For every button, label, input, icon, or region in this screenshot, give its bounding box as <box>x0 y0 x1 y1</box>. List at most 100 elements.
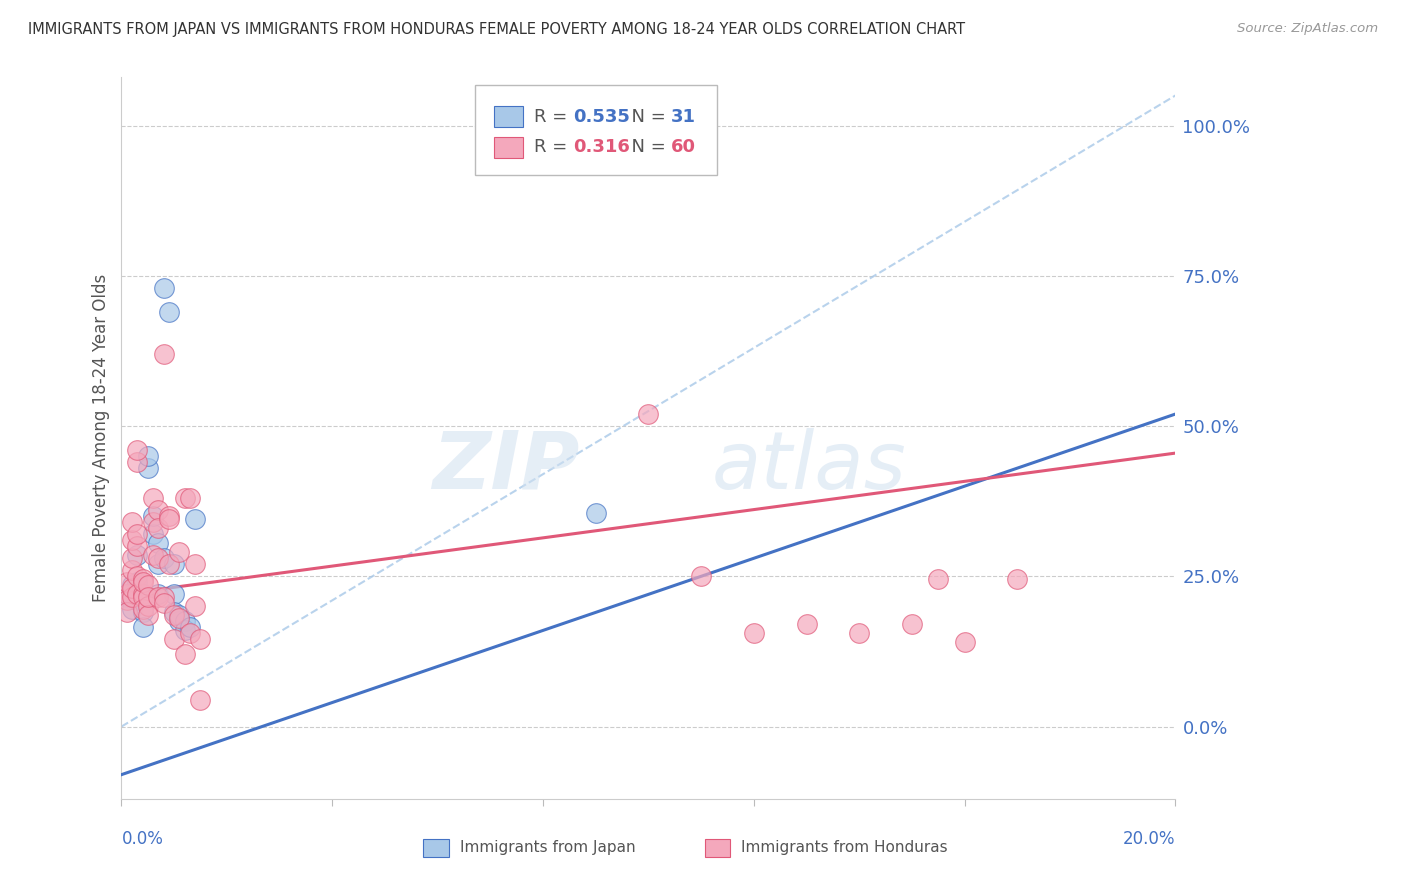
Point <box>796 617 818 632</box>
Point <box>169 615 191 629</box>
Y-axis label: Female Poverty Among 18-24 Year Olds: Female Poverty Among 18-24 Year Olds <box>93 274 110 602</box>
Point <box>585 506 607 520</box>
Point <box>157 558 180 572</box>
Point <box>115 593 138 607</box>
Point <box>136 599 159 614</box>
Point <box>121 591 143 605</box>
Point <box>184 558 207 572</box>
Point <box>152 551 174 566</box>
Point <box>131 591 153 605</box>
Point <box>115 587 138 601</box>
Point <box>184 512 207 526</box>
Point <box>121 602 143 616</box>
Point <box>742 626 765 640</box>
Point <box>115 575 138 590</box>
Point <box>127 527 149 541</box>
Point <box>848 626 870 640</box>
Text: R =: R = <box>533 108 572 126</box>
Point <box>136 578 159 592</box>
Point <box>131 587 153 601</box>
Point <box>142 491 165 505</box>
Text: IMMIGRANTS FROM JAPAN VS IMMIGRANTS FROM HONDURAS FEMALE POVERTY AMONG 18-24 YEA: IMMIGRANTS FROM JAPAN VS IMMIGRANTS FROM… <box>28 22 966 37</box>
Text: Immigrants from Honduras: Immigrants from Honduras <box>741 840 948 855</box>
Point <box>115 591 138 605</box>
Point <box>131 587 153 601</box>
Point <box>927 572 949 586</box>
Point <box>131 620 153 634</box>
Point <box>148 558 170 572</box>
Point <box>127 455 149 469</box>
Point <box>121 582 143 596</box>
Point <box>163 606 186 620</box>
Point <box>115 587 138 601</box>
Point <box>127 587 149 601</box>
Bar <box>494 136 523 158</box>
Point <box>121 587 143 601</box>
Point <box>152 281 174 295</box>
Text: N =: N = <box>620 138 672 156</box>
Point <box>173 648 195 662</box>
Point <box>637 407 659 421</box>
Point <box>1007 572 1029 586</box>
Point <box>127 539 149 553</box>
Point <box>148 551 170 566</box>
Point <box>190 632 212 647</box>
Point <box>131 572 153 586</box>
Point <box>136 449 159 463</box>
Point <box>179 620 201 634</box>
Point <box>169 545 191 559</box>
Point <box>148 521 170 535</box>
Point <box>131 602 153 616</box>
Point <box>136 608 159 623</box>
Point <box>148 587 170 601</box>
Text: ZIP: ZIP <box>433 428 579 506</box>
Point <box>148 503 170 517</box>
Point <box>690 569 713 583</box>
Point <box>179 626 201 640</box>
Text: 0.316: 0.316 <box>574 138 630 156</box>
Point <box>121 578 143 592</box>
Point <box>136 591 159 605</box>
Point <box>169 611 191 625</box>
Text: 31: 31 <box>671 108 696 126</box>
Point <box>127 575 149 590</box>
Point <box>190 692 212 706</box>
Point <box>121 551 143 566</box>
Point <box>127 569 149 583</box>
Point <box>131 606 153 620</box>
Text: 20.0%: 20.0% <box>1123 830 1175 848</box>
Point <box>901 617 924 632</box>
Text: 0.0%: 0.0% <box>121 830 163 848</box>
Point <box>152 347 174 361</box>
Point <box>121 533 143 548</box>
Point <box>173 624 195 638</box>
Point <box>585 130 607 145</box>
Text: N =: N = <box>620 108 672 126</box>
FancyBboxPatch shape <box>475 85 717 175</box>
Point <box>131 575 153 590</box>
Text: atlas: atlas <box>711 428 907 506</box>
Point <box>127 549 149 563</box>
Point <box>169 608 191 623</box>
Point <box>157 509 180 524</box>
Point <box>163 608 186 623</box>
Point <box>148 591 170 605</box>
Point <box>157 305 180 319</box>
Point <box>163 587 186 601</box>
Point <box>127 443 149 458</box>
Bar <box>494 106 523 128</box>
Point <box>953 635 976 649</box>
Point <box>142 509 165 524</box>
Point <box>163 558 186 572</box>
Text: 0.535: 0.535 <box>574 108 630 126</box>
Text: Immigrants from Japan: Immigrants from Japan <box>460 840 636 855</box>
Text: R =: R = <box>533 138 572 156</box>
Text: Source: ZipAtlas.com: Source: ZipAtlas.com <box>1237 22 1378 36</box>
Point <box>121 515 143 529</box>
Point <box>173 491 195 505</box>
Point <box>142 527 165 541</box>
Point <box>179 491 201 505</box>
Point <box>163 632 186 647</box>
Point <box>136 461 159 475</box>
Point <box>115 606 138 620</box>
